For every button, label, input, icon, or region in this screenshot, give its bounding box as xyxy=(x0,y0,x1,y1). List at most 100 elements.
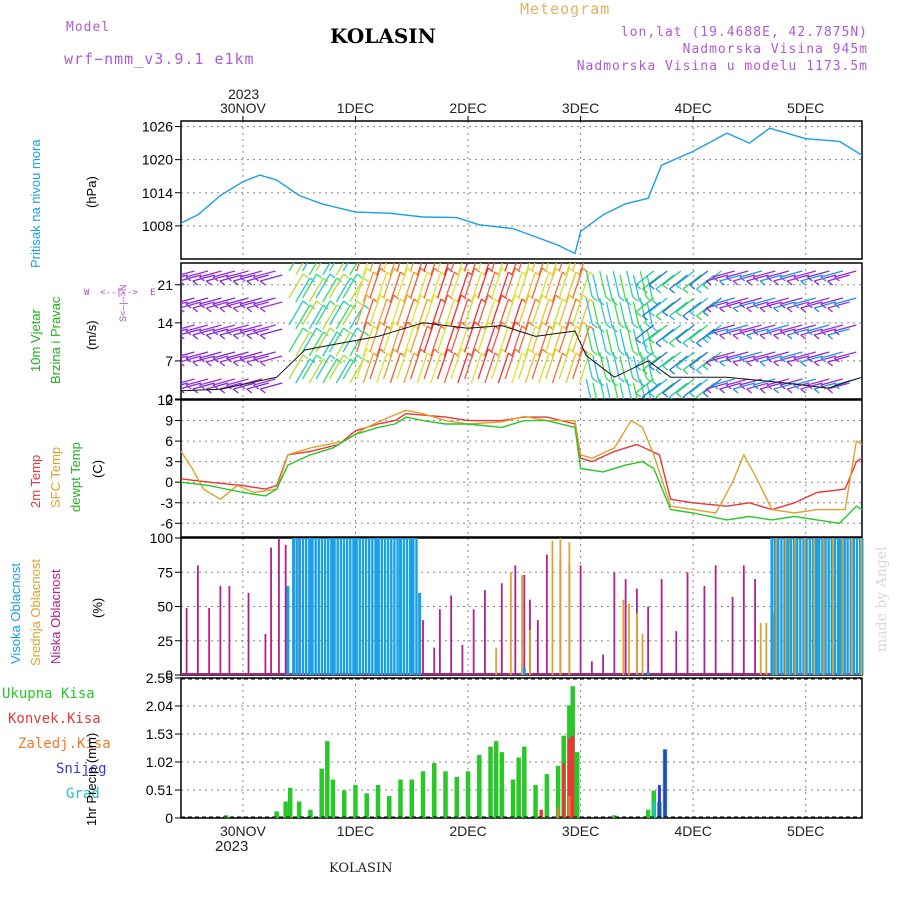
wind-barb-flag xyxy=(356,354,363,360)
wind-barb xyxy=(759,328,783,336)
panel-frame xyxy=(180,262,863,400)
wind-barb xyxy=(786,301,810,309)
wind-barb xyxy=(199,324,222,332)
low-cloud-bar xyxy=(635,588,638,675)
wind-barb xyxy=(308,277,324,303)
wind-barb-flag xyxy=(725,303,732,309)
high-cloud-bar xyxy=(320,538,324,675)
mid-cloud-bar xyxy=(827,538,830,675)
wind-barb xyxy=(491,348,503,380)
high-cloud-bar xyxy=(345,538,349,675)
wind-barb-flag xyxy=(212,357,219,363)
low-cloud-bar xyxy=(731,596,734,675)
wind-barb-flag xyxy=(702,338,709,344)
wind-barb-flag xyxy=(343,327,349,333)
wind-barb-flag xyxy=(582,267,589,273)
wind-barb-flag xyxy=(440,298,447,304)
bottom-date-label: 4DEC xyxy=(674,823,711,839)
wind-barb-flag xyxy=(185,330,192,336)
mid-cloud-bar xyxy=(765,622,768,675)
wind-barb-flag xyxy=(239,276,246,282)
wind-barb xyxy=(457,352,469,384)
wind-barb-flag xyxy=(461,241,466,245)
wind-barb xyxy=(682,274,702,290)
wind-barb xyxy=(181,271,182,272)
wind-barb-flag xyxy=(719,388,725,394)
wind-barb xyxy=(253,297,276,305)
wind-barb xyxy=(820,324,844,332)
wind-barb xyxy=(551,325,564,357)
wind-barb xyxy=(639,324,647,352)
wind-barb-flag xyxy=(302,354,309,360)
total-precip-bar xyxy=(283,801,288,818)
wind-barb-flag xyxy=(336,331,343,337)
wind-barb xyxy=(260,274,283,282)
wind-barb-flag xyxy=(356,300,363,306)
wind-barb xyxy=(206,328,229,336)
wind-barb xyxy=(362,263,369,276)
wind-barb xyxy=(646,274,654,302)
wind-barb-flag xyxy=(166,335,171,339)
wind-barb xyxy=(457,263,463,276)
wind-barb xyxy=(732,382,756,390)
high-cloud-bar xyxy=(399,538,402,675)
low-cloud-bar xyxy=(579,565,582,675)
wind-barb xyxy=(786,355,810,363)
wind-barb xyxy=(635,324,655,340)
wind-barb xyxy=(820,297,844,305)
wind-barb-flag xyxy=(259,307,266,313)
wind-barb-flag xyxy=(605,350,612,356)
wind-barb-flag xyxy=(599,409,604,413)
high-cloud-bar xyxy=(786,538,789,675)
wind-barb-flag xyxy=(379,267,386,273)
wind-barb xyxy=(484,352,496,384)
wind-barb xyxy=(349,358,365,384)
wind-barb xyxy=(181,274,188,278)
wind-barb xyxy=(430,271,442,303)
wind-barb xyxy=(199,351,222,359)
high-cloud-bar xyxy=(795,538,799,675)
wind-barb-flag xyxy=(800,307,807,313)
wind-barb-flag xyxy=(766,303,773,309)
wind-barb-flag xyxy=(447,267,454,273)
wind-barb xyxy=(689,378,709,394)
wind-barb-flag xyxy=(487,348,494,354)
high-cloud-bar xyxy=(333,538,336,675)
wind-barb-flag xyxy=(226,384,232,390)
wind-barb-flag xyxy=(453,298,460,304)
wind-barb xyxy=(457,325,469,357)
wind-barb xyxy=(185,324,209,332)
wind-barb-flag xyxy=(820,303,827,309)
wind-barb-flag xyxy=(212,303,219,309)
wind-barb-flag xyxy=(752,330,759,336)
wind-barb xyxy=(295,304,311,330)
wind-barb-flag xyxy=(820,330,827,336)
wind-barb-flag xyxy=(302,327,309,333)
wind-barb-flag xyxy=(635,338,642,344)
wind-barb xyxy=(212,324,236,332)
wind-barb xyxy=(260,301,283,309)
wind-barb xyxy=(739,270,762,278)
mid-cloud-bar xyxy=(628,603,630,675)
wind-barb-flag xyxy=(181,308,185,313)
wind-barb-flag xyxy=(309,331,316,337)
wind-barb-flag xyxy=(212,384,219,390)
wind-barb-flag xyxy=(433,348,440,354)
wind-barb xyxy=(322,358,338,384)
wind-barb-flag xyxy=(633,405,638,409)
mid-cloud-bar xyxy=(495,647,498,675)
wind-barb-flag xyxy=(752,276,759,282)
wind-barb xyxy=(410,267,422,299)
wind-barb xyxy=(696,355,715,371)
mid-cloud-bar xyxy=(776,538,779,675)
watermark: made by Angel xyxy=(874,546,890,653)
wind-barb xyxy=(662,270,682,286)
wind-barb xyxy=(585,270,593,298)
wind-speed-line xyxy=(180,322,863,392)
high-cloud-bar xyxy=(377,538,380,675)
wind-barb-flag xyxy=(793,357,800,363)
wind-barb-flag xyxy=(433,294,440,300)
wind-barb-flag xyxy=(185,276,192,282)
wind-barb xyxy=(477,321,489,353)
wind-barb-flag xyxy=(467,298,474,304)
